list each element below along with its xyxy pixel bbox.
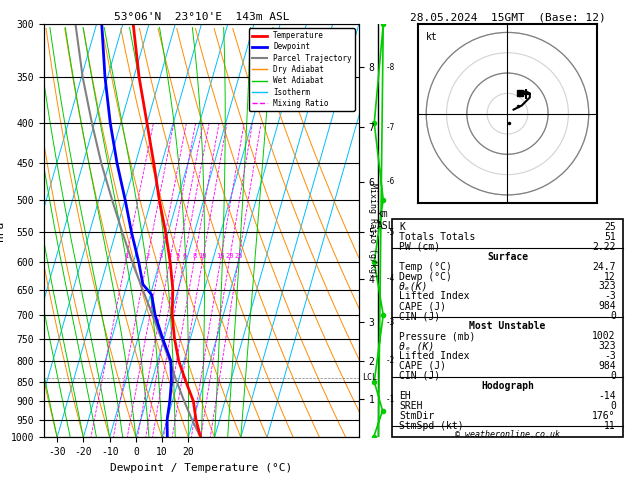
Text: 10: 10 [199, 253, 207, 259]
Text: CIN (J): CIN (J) [399, 371, 440, 381]
Text: 12: 12 [604, 272, 616, 281]
Text: 323: 323 [598, 341, 616, 351]
Text: -8: -8 [386, 63, 395, 72]
Text: Temp (°C): Temp (°C) [399, 261, 452, 272]
Text: Lifted Index: Lifted Index [399, 292, 470, 301]
Y-axis label: hPa: hPa [0, 221, 5, 241]
Text: PW (cm): PW (cm) [399, 242, 440, 252]
Text: 1002: 1002 [593, 331, 616, 341]
Y-axis label: km
ASL: km ASL [377, 209, 395, 231]
Text: 0: 0 [610, 400, 616, 411]
Text: Hodograph: Hodograph [481, 381, 534, 391]
Text: SREH: SREH [399, 400, 423, 411]
Text: 11: 11 [604, 420, 616, 431]
Text: -3: -3 [604, 292, 616, 301]
Text: K: K [399, 222, 405, 232]
Legend: Temperature, Dewpoint, Parcel Trajectory, Dry Adiabat, Wet Adiabat, Isotherm, Mi: Temperature, Dewpoint, Parcel Trajectory… [249, 28, 355, 111]
Text: 176°: 176° [593, 411, 616, 420]
Text: 1: 1 [124, 253, 128, 259]
Text: Mixing Ratio (g/kg): Mixing Ratio (g/kg) [369, 183, 377, 278]
Text: LCL: LCL [362, 373, 377, 382]
Text: CAPE (J): CAPE (J) [399, 301, 446, 312]
X-axis label: Dewpoint / Temperature (°C): Dewpoint / Temperature (°C) [110, 463, 292, 473]
Text: Surface: Surface [487, 252, 528, 261]
Text: 2.22: 2.22 [593, 242, 616, 252]
Text: Lifted Index: Lifted Index [399, 351, 470, 361]
Text: Most Unstable: Most Unstable [469, 321, 545, 331]
Text: 5: 5 [175, 253, 180, 259]
Text: EH: EH [399, 391, 411, 401]
Text: 2: 2 [145, 253, 149, 259]
Text: -7: -7 [386, 123, 395, 132]
Text: 0: 0 [610, 312, 616, 321]
Text: Pressure (mb): Pressure (mb) [399, 331, 476, 341]
Text: 0: 0 [610, 371, 616, 381]
Text: -1: -1 [386, 395, 395, 404]
Text: -3: -3 [604, 351, 616, 361]
Text: -4: -4 [386, 275, 395, 283]
Text: 984: 984 [598, 301, 616, 312]
Text: Dewp (°C): Dewp (°C) [399, 272, 452, 281]
Text: 984: 984 [598, 361, 616, 371]
Text: 16: 16 [216, 253, 225, 259]
Text: StmSpd (kt): StmSpd (kt) [399, 420, 464, 431]
Text: θₑ (K): θₑ (K) [399, 341, 435, 351]
Text: CIN (J): CIN (J) [399, 312, 440, 321]
Text: -14: -14 [598, 391, 616, 401]
Text: © weatheronline.co.uk: © weatheronline.co.uk [455, 431, 560, 439]
Text: 323: 323 [598, 281, 616, 292]
Text: 8: 8 [192, 253, 197, 259]
Text: 24.7: 24.7 [593, 261, 616, 272]
Text: 25: 25 [234, 253, 243, 259]
Title: 53°06'N  23°10'E  143m ASL: 53°06'N 23°10'E 143m ASL [114, 12, 289, 22]
Text: kt: kt [426, 33, 438, 42]
Text: 4: 4 [168, 253, 172, 259]
Text: StmDir: StmDir [399, 411, 435, 420]
Text: Totals Totals: Totals Totals [399, 232, 476, 242]
Text: 51: 51 [604, 232, 616, 242]
Text: -3: -3 [386, 318, 395, 327]
Title: 28.05.2024  15GMT  (Base: 12): 28.05.2024 15GMT (Base: 12) [409, 12, 605, 22]
Text: 3: 3 [159, 253, 162, 259]
Text: 20: 20 [225, 253, 234, 259]
Text: -2: -2 [386, 356, 395, 365]
Text: 6: 6 [182, 253, 186, 259]
Text: θₑ(K): θₑ(K) [399, 281, 428, 292]
Text: 25: 25 [604, 222, 616, 232]
Text: -6: -6 [386, 177, 395, 187]
Text: -5: -5 [386, 228, 395, 237]
Text: CAPE (J): CAPE (J) [399, 361, 446, 371]
